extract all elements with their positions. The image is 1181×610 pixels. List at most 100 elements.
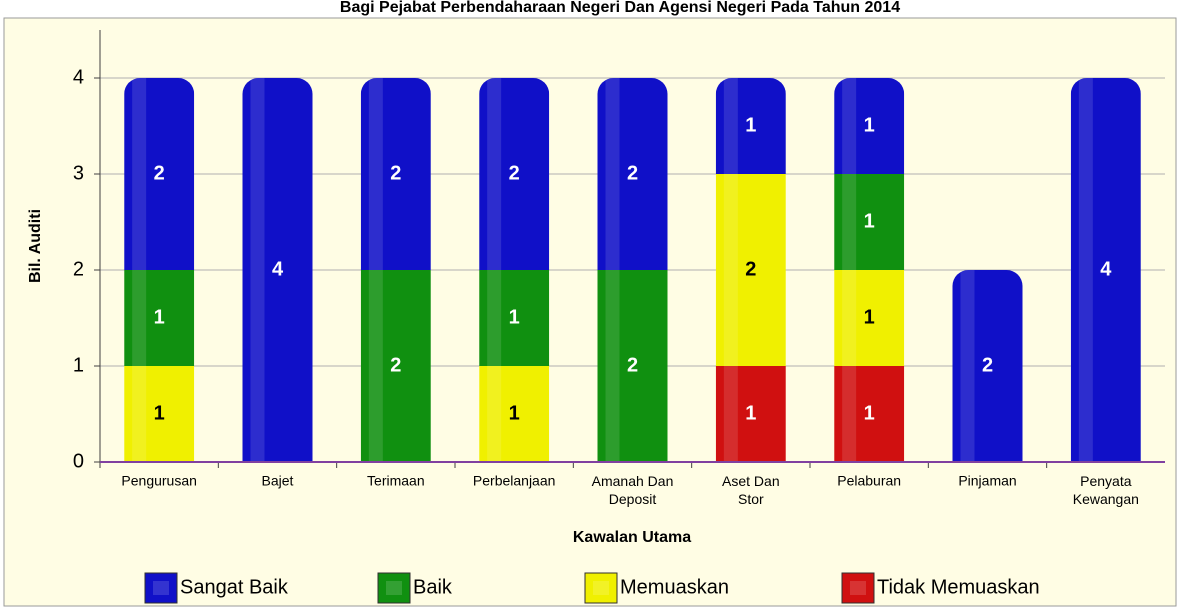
data-label: 1: [745, 402, 756, 424]
bar-shine: [842, 270, 857, 366]
data-label: 1: [864, 114, 875, 136]
bar-shine: [960, 270, 975, 462]
bar-segment: [834, 366, 905, 462]
bar-segment: [124, 366, 195, 462]
legend-label: Memuaskan: [620, 576, 729, 598]
legend-swatch: [841, 572, 875, 604]
bar-segment: [360, 270, 431, 462]
bar-stack: [834, 78, 905, 462]
data-label: 2: [390, 354, 401, 376]
bar-shine: [250, 78, 265, 462]
y-tick-label: 4: [73, 66, 84, 88]
y-axis-title: Bil. Auditi: [27, 209, 44, 283]
data-label: 2: [745, 258, 756, 280]
legend-swatch: [144, 572, 178, 604]
x-tick-label-line: Amanah Dan: [592, 473, 674, 489]
bar-shine: [605, 78, 620, 270]
x-tick-label-line: Stor: [738, 491, 764, 507]
data-label: 1: [509, 402, 520, 424]
data-label: 2: [154, 162, 165, 184]
bar-stack: [952, 270, 1023, 462]
bar-shine: [723, 78, 738, 174]
data-label: 1: [509, 306, 520, 328]
data-label: 1: [864, 210, 875, 232]
bar-shine: [842, 174, 857, 270]
bar-segment: [952, 270, 1023, 462]
bar-segment: [479, 366, 550, 462]
data-label: 2: [627, 354, 638, 376]
legend-swatch-shine: [850, 581, 866, 595]
bar-segment: [479, 78, 550, 270]
data-label: 2: [982, 354, 993, 376]
legend-swatch-shine: [153, 581, 169, 595]
x-tick-label: Penyata Kewangan: [1073, 473, 1139, 507]
chart-title: Bagi Pejabat Perbendaharaan Negeri Dan A…: [340, 0, 900, 16]
bar-segment: [715, 78, 786, 174]
x-tick-label: Pengurusan: [121, 473, 197, 489]
data-label: 2: [627, 162, 638, 184]
bar-shine: [487, 78, 502, 270]
bar-segment: [124, 78, 195, 270]
bar-shine: [368, 78, 383, 270]
bar-shine: [368, 270, 383, 462]
data-label: 4: [1100, 258, 1112, 280]
bar-stack: [360, 78, 431, 462]
bar-shine: [842, 78, 857, 174]
bar-segment: [1070, 78, 1141, 462]
bar-shine: [842, 366, 857, 462]
legend-label: Baik: [413, 576, 453, 598]
x-tick-label: Terimaan: [367, 473, 425, 489]
bar-segment: [597, 78, 668, 270]
data-label: 2: [390, 162, 401, 184]
bar-shine: [132, 366, 147, 462]
x-tick-label: Bajet: [262, 473, 294, 489]
x-tick-label-line: Penyata: [1080, 473, 1132, 489]
x-tick-label: Amanah Dan Deposit: [592, 473, 674, 507]
bar-segment: [834, 270, 905, 366]
x-tick-label: Perbelanjaan: [473, 473, 556, 489]
data-label: 4: [272, 258, 284, 280]
y-tick-label: 2: [73, 258, 84, 280]
x-tick-label-line: Kewangan: [1073, 491, 1139, 507]
bar-stack: [1070, 78, 1141, 462]
x-tick-label-line: Deposit: [609, 491, 657, 507]
bar-segment: [715, 366, 786, 462]
y-tick-label: 0: [73, 450, 84, 472]
y-tick-label: 3: [73, 162, 84, 184]
legend-swatch-shine: [386, 581, 402, 595]
bar-shine: [132, 270, 147, 366]
bar-segment: [715, 174, 786, 366]
bar-shine: [487, 366, 502, 462]
bar-shine: [723, 174, 738, 366]
bar-segment: [834, 78, 905, 174]
bar-stack: [597, 78, 668, 462]
x-tick-label-line: Aset Dan: [722, 473, 780, 489]
bar-stack: [715, 78, 786, 462]
x-tick-label: Pelaburan: [837, 473, 901, 489]
x-tick-label: Pinjaman: [958, 473, 1016, 489]
legend-label: Sangat Baik: [180, 576, 289, 598]
legend-swatch-shine: [593, 581, 609, 595]
bar-segment: [124, 270, 195, 366]
bar-segment: [242, 78, 313, 462]
data-label: 1: [154, 306, 165, 328]
x-axis-title: Kawalan Utama: [573, 529, 691, 546]
bar-stack: [242, 78, 313, 462]
data-label: 1: [745, 114, 756, 136]
bar-shine: [605, 270, 620, 462]
bar-shine: [132, 78, 147, 270]
x-tick-label: Aset Dan Stor: [722, 473, 780, 507]
bar-stack: [479, 78, 550, 462]
data-label: 1: [864, 402, 875, 424]
bar-segment: [834, 174, 905, 270]
legend-label: Tidak Memuaskan: [877, 576, 1040, 598]
data-label: 2: [509, 162, 520, 184]
bar-segment: [479, 270, 550, 366]
legend-swatch: [584, 572, 618, 604]
bar-segment: [360, 78, 431, 270]
data-label: 1: [864, 306, 875, 328]
bar-shine: [723, 366, 738, 462]
bar-segment: [597, 270, 668, 462]
legend-swatch: [377, 572, 411, 604]
